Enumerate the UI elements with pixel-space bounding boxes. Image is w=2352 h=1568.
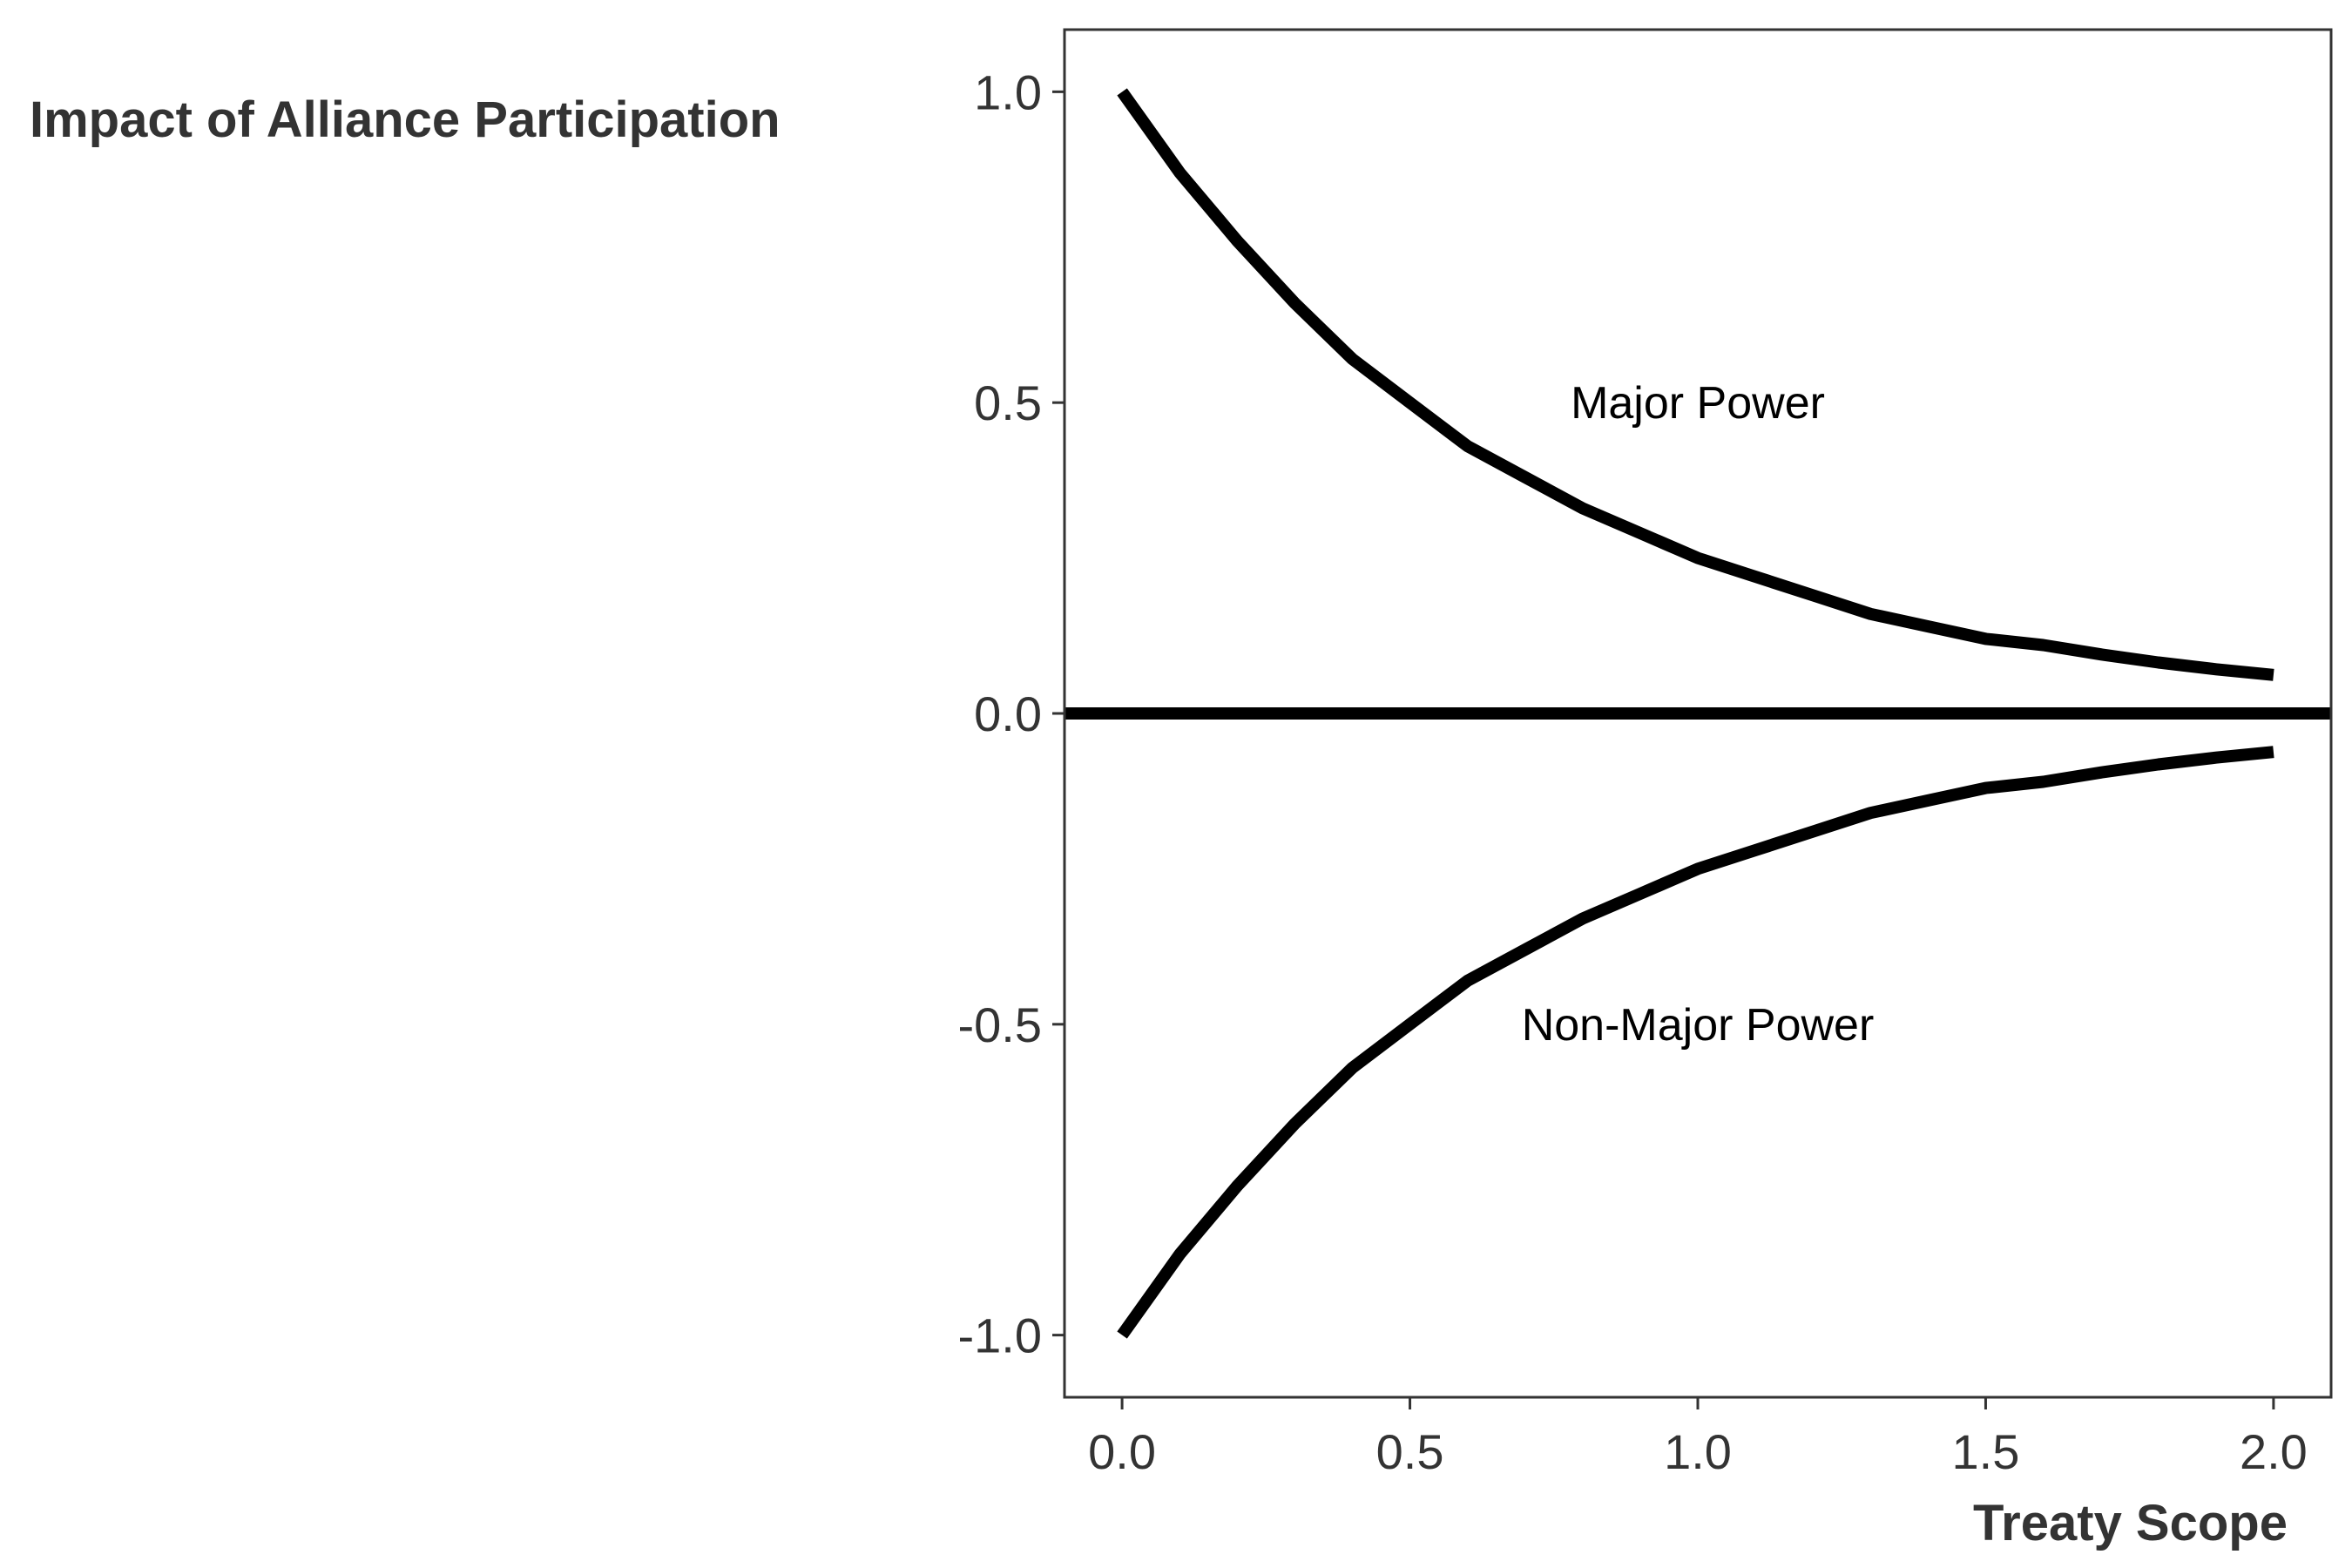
x-axis-label: Treaty Scope: [1973, 1495, 2288, 1551]
x-tick-label: 2.0: [2240, 1424, 2308, 1479]
y-tick-label: 0.0: [974, 686, 1042, 741]
x-tick-label: 0.5: [1376, 1424, 1444, 1479]
y-tick-label: -0.5: [958, 997, 1043, 1052]
series-annotation-1: Major Power: [1571, 378, 1825, 429]
y-axis-ticks: -1.0 -0.5 0.0 0.5 1.0: [958, 64, 1064, 1363]
series-line-2: [1117, 746, 2274, 1339]
y-tick-label: -1.0: [958, 1308, 1043, 1363]
y-axis-label: Impact of Alliance Participation: [30, 91, 781, 148]
y-tick-label: 0.5: [974, 375, 1042, 430]
x-tick-label: 1.0: [1664, 1424, 1732, 1479]
x-tick-label: 1.5: [1952, 1424, 2020, 1479]
y-tick-label: 1.0: [974, 64, 1042, 119]
annotations: Major Power Non-Major Power: [1522, 378, 1875, 1051]
plot-frame: [1063, 28, 2333, 1399]
x-axis-ticks: 0.0 0.5 1.0 1.5 2.0: [1088, 1397, 2308, 1479]
x-tick-label: 0.0: [1088, 1424, 1156, 1479]
plot-lines: [1064, 88, 2331, 1339]
series-line-1: [1117, 88, 2274, 681]
series-annotation-2: Non-Major Power: [1522, 1000, 1875, 1051]
